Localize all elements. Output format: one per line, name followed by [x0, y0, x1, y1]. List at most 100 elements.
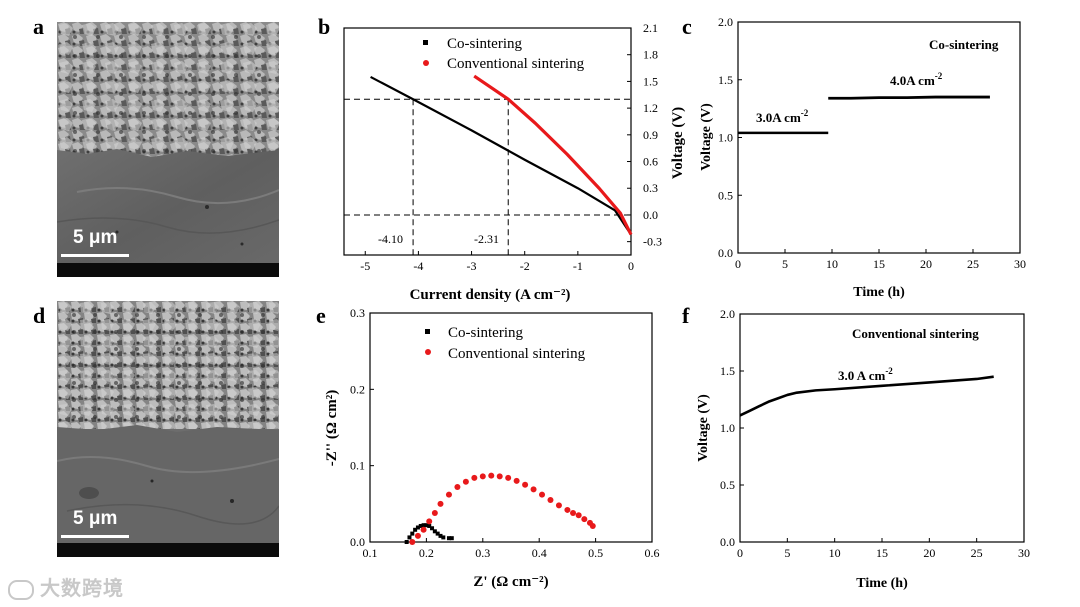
chart-e-point-1: [530, 486, 537, 493]
chart-c-ytick-label: 0.5: [718, 188, 733, 202]
legend-marker-conventional-b: [423, 60, 429, 66]
sem-micrograph-d: [57, 301, 279, 557]
annotation-410: -4.10: [378, 232, 403, 246]
panel-letter-d: d: [33, 303, 46, 328]
chart-c-title: Co-sintering: [929, 37, 999, 52]
chart-c-xlabel: Time (h): [853, 285, 905, 300]
legend-label-co-sintering-e: Co-sintering: [448, 325, 523, 341]
chart-c-xtick-label: 20: [920, 257, 932, 271]
chart-e-point-1: [437, 500, 444, 507]
chart-f-series-line-0: [739, 375, 994, 417]
chart-b-xtick-label: -4: [413, 259, 423, 273]
chart-f-xtick-label: 25: [971, 546, 983, 560]
chart-f-xtick-label: 30: [1018, 546, 1030, 560]
chart-b-xlabel: Current density (A cm⁻²): [410, 287, 571, 303]
chart-e-point-0: [449, 536, 454, 541]
chart-b-ytick-label: 1.2: [643, 101, 658, 115]
scale-bar-label-d: 5 μm: [73, 508, 118, 529]
sem-micrograph-a: [57, 22, 279, 277]
chart-e-xlabel: Z' (Ω cm⁻²): [473, 574, 548, 590]
chart-e-point-0: [435, 531, 440, 536]
chart-c-label-seg2: 4.0A cm-2: [890, 71, 943, 88]
chart-c-label-seg2-exp: -2: [935, 71, 943, 81]
chart-b-series-line-0: [370, 75, 632, 236]
chart-e-ytick-label: 0.0: [350, 535, 365, 549]
chart-e-point-1: [420, 526, 427, 533]
watermark-text: 大数跨境: [40, 576, 124, 600]
panel-letter-b: b: [318, 14, 331, 39]
chart-b-xtick-label: 0: [628, 259, 634, 273]
chart-e-xtick-label: 0.2: [419, 546, 434, 560]
chart-b-xtick-label: -1: [573, 259, 583, 273]
chart-f-ytick-label: 2.0: [720, 307, 735, 321]
chart-c-label-seg2-text: 4.0A cm: [890, 73, 935, 88]
chart-e-point-1: [454, 484, 461, 491]
chart-c-xtick-label: 0: [735, 257, 741, 271]
sem-image-d: 5 μm: [57, 301, 279, 557]
sem-image-a: 5 μm: [57, 22, 279, 277]
chart-e-point-1: [426, 518, 433, 525]
chart-f-xtick-label: 0: [737, 546, 743, 560]
chart-f-xlabel: Time (h): [856, 576, 908, 591]
chart-f-frame: [739, 313, 1025, 543]
chart-b-ytick-label: 0.3: [643, 181, 658, 195]
scale-bar-d: [61, 535, 129, 538]
chart-f-ylabel: Voltage (V): [696, 394, 711, 462]
chart-c-ytick-label: 1.0: [718, 131, 733, 145]
chart-c-xtick-label: 10: [826, 257, 838, 271]
chart-e-point-0: [418, 523, 423, 528]
chart-e-point-1: [479, 473, 486, 480]
sem-info-bar-a: [57, 263, 279, 277]
chart-e-point-1: [505, 474, 512, 481]
chart-e-xtick-label: 0.6: [645, 546, 660, 560]
legend-marker-co-sintering-b: [423, 40, 428, 45]
chart-f-label-seg1-text: 3.0 A cm: [838, 368, 885, 383]
chart-c-xtick-label: 30: [1014, 257, 1026, 271]
legend-label-conventional-b: Conventional sintering: [447, 56, 585, 72]
scale-bar-a: [61, 254, 129, 257]
chart-e-point-1: [445, 491, 452, 498]
chart-c-xtick-label: 25: [967, 257, 979, 271]
chart-e-plot: 0.1 0.2 0.3 0.4 0.5 0.6 0.00.10.20.3 Co-sinte…: [324, 306, 660, 590]
chart-b-ytick-label: 0.9: [643, 128, 658, 142]
chart-f-label-seg1: 3.0 A cm-2: [838, 366, 893, 383]
chart-e-ytick-label: 0.3: [350, 306, 365, 320]
chart-b-legend: Co-sintering Conventional sintering: [423, 36, 585, 72]
chart-f-label-seg1-exp: -2: [885, 366, 893, 376]
chart-e-ytick-label: 0.2: [350, 382, 365, 396]
chart-b-ylabel: Voltage (V): [670, 107, 686, 179]
chart-e-point-1: [488, 472, 495, 479]
chart-f-xtick-label: 5: [784, 546, 790, 560]
chart-e-point-0: [404, 540, 409, 544]
panel-letter-a: a: [33, 14, 44, 39]
annotation-231: -2.31: [474, 232, 499, 246]
legend-marker-conventional-e: [425, 349, 431, 355]
panel-letter-e: e: [316, 303, 326, 328]
chart-f-ytick-label: 0.5: [720, 478, 735, 492]
chart-e-point-1: [522, 481, 529, 488]
legend-label-co-sintering-b: Co-sintering: [447, 36, 522, 52]
chart-e-point-1: [589, 522, 596, 529]
chart-b-xtick-label: -5: [360, 259, 370, 273]
watermark: 大数跨境: [8, 572, 124, 601]
sem-info-bar-d: [57, 543, 279, 557]
chart-b-ytick-label: 1.5: [643, 74, 658, 88]
watermark-logo-icon: [8, 579, 34, 600]
chart-c-frame: [737, 21, 1021, 254]
chart-e-point-0: [407, 535, 412, 540]
chart-e-point-1: [575, 512, 582, 519]
panel-letter-f: f: [682, 303, 690, 328]
chart-e-point-1: [431, 509, 438, 516]
chart-c-ytick-label: 2.0: [718, 15, 733, 29]
chart-f-xtick-label: 15: [876, 546, 888, 560]
chart-c-series-line-1: [828, 95, 990, 100]
chart-e-ytick-label: 0.1: [350, 459, 365, 473]
chart-c-plot: 0 5 10 15 20 25 30 0.0 0.5 1.0 1.5 2.0 Co-sinterin…: [699, 15, 1026, 300]
chart-e-point-1: [570, 509, 577, 516]
chart-b-series-line-1: [473, 74, 633, 236]
chart-e-frame: [369, 312, 653, 543]
chart-b-ytick-label: 1.8: [643, 48, 658, 62]
chart-e-point-1: [409, 539, 416, 545]
chart-e-point-0: [430, 526, 435, 531]
chart-b-ytick-label: 0.0: [643, 208, 658, 222]
